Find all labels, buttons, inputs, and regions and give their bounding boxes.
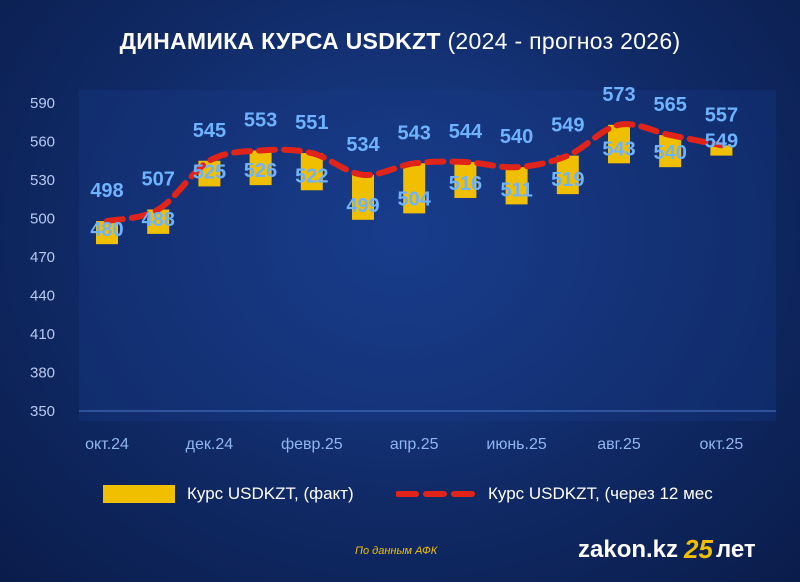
data-label-fact: 488	[142, 209, 175, 231]
data-label-forecast: 573	[602, 84, 635, 106]
bar-fact	[659, 135, 682, 168]
bar-fact	[249, 150, 272, 186]
data-label-forecast: 565	[654, 94, 687, 116]
data-label-forecast: 507	[142, 169, 175, 191]
data-label-fact: 511	[500, 179, 532, 201]
brand-suffix: лет	[715, 535, 756, 563]
bar-fact	[556, 155, 579, 195]
bar-fact	[300, 153, 323, 191]
data-label-forecast: 557	[705, 104, 738, 126]
y-tick-label: 500	[30, 211, 55, 228]
data-label-fact: 516	[449, 173, 482, 195]
data-label-fact: 519	[551, 169, 584, 191]
data-label-fact: 526	[244, 160, 277, 182]
bar-fact	[505, 167, 528, 205]
legend-item-forecast: Курс USDKZT, (через 12 мес	[396, 484, 713, 504]
legend-item-fact: Курс USDKZT, (факт)	[103, 484, 354, 504]
source-note: По данным АФК	[355, 545, 438, 557]
x-tick-label: авг.25	[597, 436, 641, 453]
chart-area: 590 560 530 500 470 440 410 380 350 окт.24 дек.24 ф…	[30, 84, 776, 453]
data-label-forecast: 553	[244, 109, 277, 131]
legend-label-forecast: Курс USDKZT, (через 12 мес	[488, 484, 713, 503]
data-label-forecast: 545	[193, 120, 226, 142]
brand-logo: zakon.kz 25 лет	[578, 534, 756, 565]
x-tick-label: июнь.25	[486, 436, 546, 453]
data-label-fact: 499	[346, 195, 379, 217]
data-label-forecast: 549	[551, 115, 584, 137]
legend-label-fact: Курс USDKZT, (факт)	[187, 484, 354, 503]
y-tick-label: 530	[30, 172, 55, 189]
data-label-forecast: 498	[90, 180, 123, 202]
title-main: ДИНАМИКА КУРСА USDKZT	[119, 28, 441, 54]
legend: Курс USDKZT, (факт) Курс USDKZT, (через …	[0, 478, 800, 518]
data-label-fact: 504	[398, 188, 432, 210]
bar-fact	[352, 174, 374, 220]
data-label-fact: 480	[90, 219, 123, 241]
data-label-forecast: 540	[500, 126, 533, 148]
data-label-forecast: 543	[398, 122, 431, 144]
bar-fact	[608, 124, 630, 164]
data-label-forecast: 544	[449, 121, 483, 143]
y-tick-label: 380	[30, 365, 55, 382]
data-label-forecast: 551	[295, 112, 328, 134]
bar-fact	[96, 221, 118, 245]
brand-site: zakon.kz	[578, 535, 679, 563]
legend-swatch-fact	[103, 485, 175, 503]
x-tick-label: окт.24	[85, 436, 129, 453]
x-tick-label: дек.24	[186, 436, 234, 453]
data-label-fact: 540	[654, 142, 687, 164]
title-sub: (2024 - прогноз 2026)	[447, 28, 681, 54]
x-tick-label: окт.25	[699, 436, 743, 453]
forecast-line	[104, 121, 725, 225]
x-tick-label: апр.25	[390, 436, 439, 453]
legend-swatch-forecast	[396, 491, 478, 497]
y-tick-label: 440	[30, 288, 55, 305]
bar-fact	[147, 209, 170, 234]
brand-number: 25	[684, 534, 713, 564]
data-label-forecast: 534	[346, 134, 380, 156]
bar-fact	[454, 162, 477, 198]
chart-title: ДИНАМИКА КУРСА USDKZT (2024 - прогноз 20…	[0, 28, 800, 55]
bar-fact	[710, 145, 733, 156]
y-tick-label: 470	[30, 249, 55, 266]
x-tick-label: февр.25	[281, 436, 343, 453]
data-label-fact: 522	[295, 165, 328, 187]
y-tick-label: 590	[30, 95, 55, 112]
bar-fact	[403, 163, 426, 214]
data-label-fact: 549	[705, 131, 738, 153]
y-tick-label: 350	[30, 403, 55, 420]
data-label-fact: 525	[193, 161, 226, 183]
data-label-fact: 543	[602, 138, 635, 160]
y-tick-label: 410	[30, 326, 55, 343]
y-tick-label: 560	[30, 134, 55, 151]
